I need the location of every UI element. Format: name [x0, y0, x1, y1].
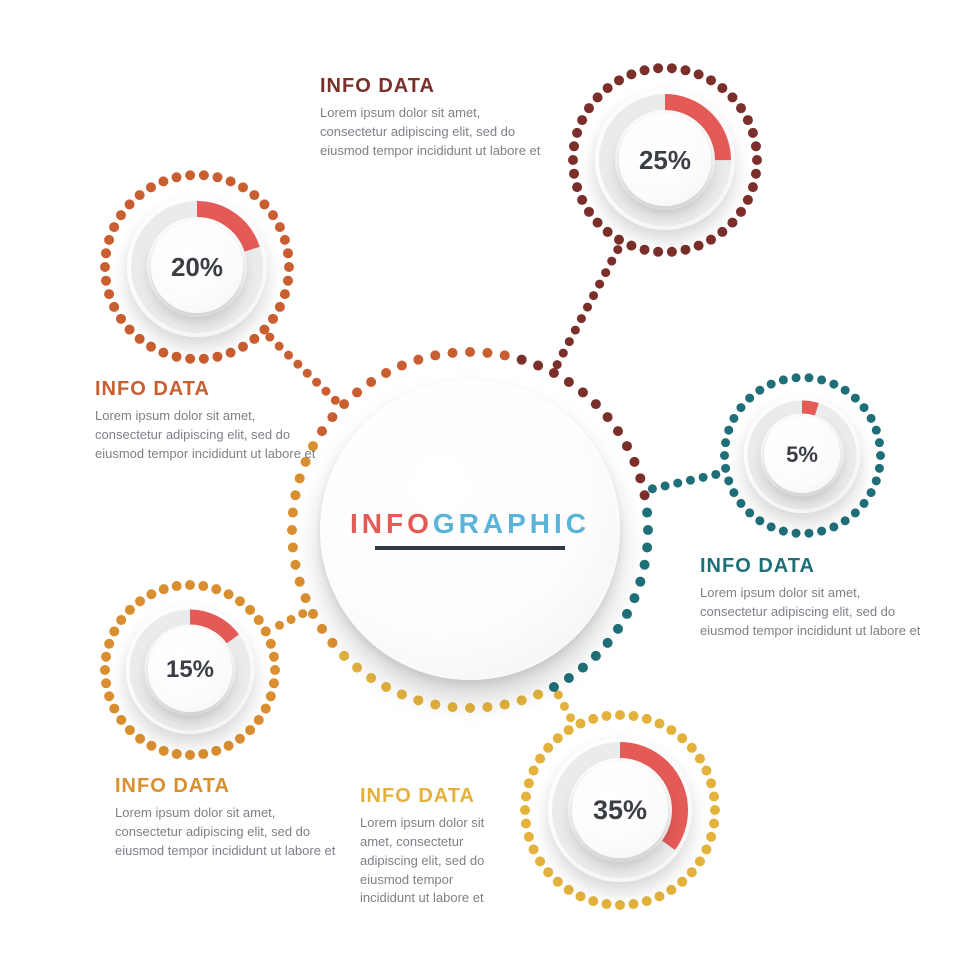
node-percent-label: 5% [786, 442, 818, 468]
percent-node: 35% [548, 738, 692, 882]
node-body-text: Lorem ipsum dolor sit amet, consectetur … [115, 804, 345, 861]
node-inner-disc: 35% [572, 762, 668, 858]
node-inner-disc: 25% [619, 114, 711, 206]
node-heading: INFO DATA [360, 785, 510, 808]
percent-node: 25% [595, 90, 735, 230]
node-text-block: INFO DATA Lorem ipsum dolor sit amet, con… [360, 785, 510, 908]
percent-node: 20% [127, 197, 267, 337]
infographic-stage: INFOGRAPHIC 20% INFO DATA Lorem ipsum dolo… [0, 0, 980, 980]
node-percent-label: 25% [639, 145, 691, 176]
node-heading: INFO DATA [115, 775, 345, 798]
node-percent-label: 20% [171, 252, 223, 283]
node-text-block: INFO DATA Lorem ipsum dolor sit amet, con… [115, 775, 345, 861]
percent-node: 15% [126, 606, 254, 734]
node-body-text: Lorem ipsum dolor sit amet, consectetur … [320, 104, 550, 161]
node-percent-label: 15% [166, 656, 214, 684]
node-heading: INFO DATA [700, 555, 930, 578]
node-text-block: INFO DATA Lorem ipsum dolor sit amet, con… [320, 75, 550, 161]
node-inner-disc: 20% [151, 221, 243, 313]
node-body-text: Lorem ipsum dolor sit amet, consectetur … [360, 814, 510, 908]
hub-title: INFOGRAPHIC [350, 510, 590, 538]
node-text-block: INFO DATA Lorem ipsum dolor sit amet, con… [700, 555, 930, 641]
node-heading: INFO DATA [320, 75, 550, 98]
node-inner-disc: 5% [764, 417, 840, 493]
node-heading: INFO DATA [95, 378, 325, 401]
center-hub: INFOGRAPHIC [320, 380, 620, 680]
percent-node: 5% [744, 397, 860, 513]
node-body-text: Lorem ipsum dolor sit amet, consectetur … [700, 584, 930, 641]
node-body-text: Lorem ipsum dolor sit amet, consectetur … [95, 407, 325, 464]
node-text-block: INFO DATA Lorem ipsum dolor sit amet, con… [95, 378, 325, 464]
node-percent-label: 35% [593, 795, 647, 826]
node-inner-disc: 15% [148, 628, 232, 712]
hub-underline [375, 546, 565, 550]
